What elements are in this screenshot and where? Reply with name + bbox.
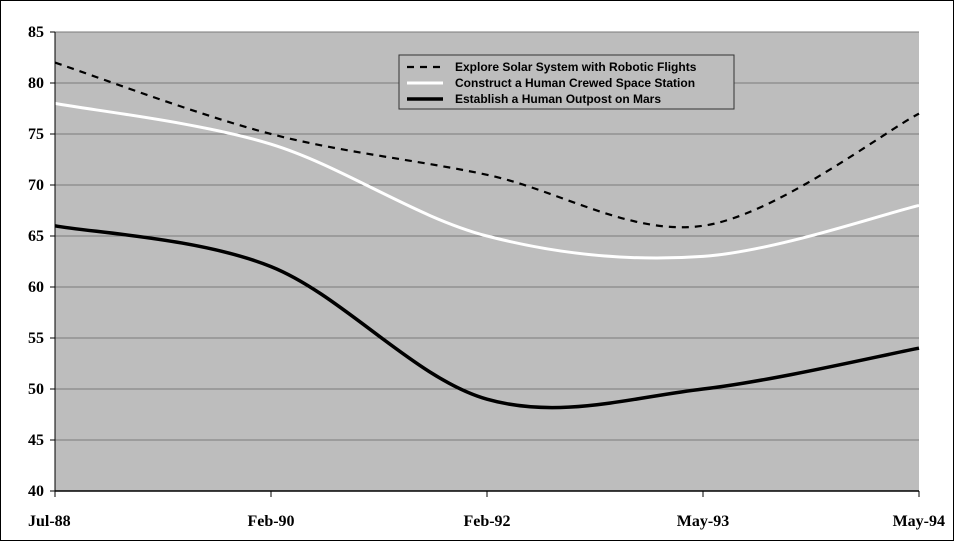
y-tick-label: 85: [28, 24, 44, 41]
x-tick-label: May-94: [893, 513, 945, 530]
series-line-2: [54, 101, 920, 260]
legend: Explore Solar System with Robotic Flight…: [398, 54, 735, 110]
y-tick-label: 50: [28, 381, 44, 398]
y-tick-label: 40: [28, 483, 44, 500]
legend-label-3: Establish a Human Outpost on Mars: [455, 92, 661, 106]
x-tick-label: May-93: [677, 513, 729, 530]
y-tick-labels: 40 45 50 55 60 65 70 75 80 85: [28, 24, 44, 500]
series-layer: [54, 61, 920, 410]
y-tick-label: 80: [28, 75, 44, 92]
y-tick-label: 75: [28, 126, 44, 143]
x-tick-label: Feb-90: [247, 513, 294, 530]
y-tick-label: 70: [28, 177, 44, 194]
y-tick-label: 60: [28, 279, 44, 296]
y-tick-label: 65: [28, 228, 44, 245]
legend-label-1: Explore Solar System with Robotic Flight…: [455, 60, 697, 74]
series-line-1: [54, 61, 920, 229]
y-tick-label: 45: [28, 432, 44, 449]
y-tick-label: 55: [28, 330, 44, 347]
series-line-3: [54, 224, 920, 410]
legend-label-2: Construct a Human Crewed Space Station: [455, 76, 695, 90]
x-tick-label: Feb-92: [463, 513, 510, 530]
x-tick-labels: Jul-88 Feb-90 Feb-92 May-93 May-94: [28, 513, 945, 530]
legend-box: [398, 54, 735, 110]
axes: [50, 31, 920, 497]
x-tick-label: Jul-88: [28, 513, 71, 530]
